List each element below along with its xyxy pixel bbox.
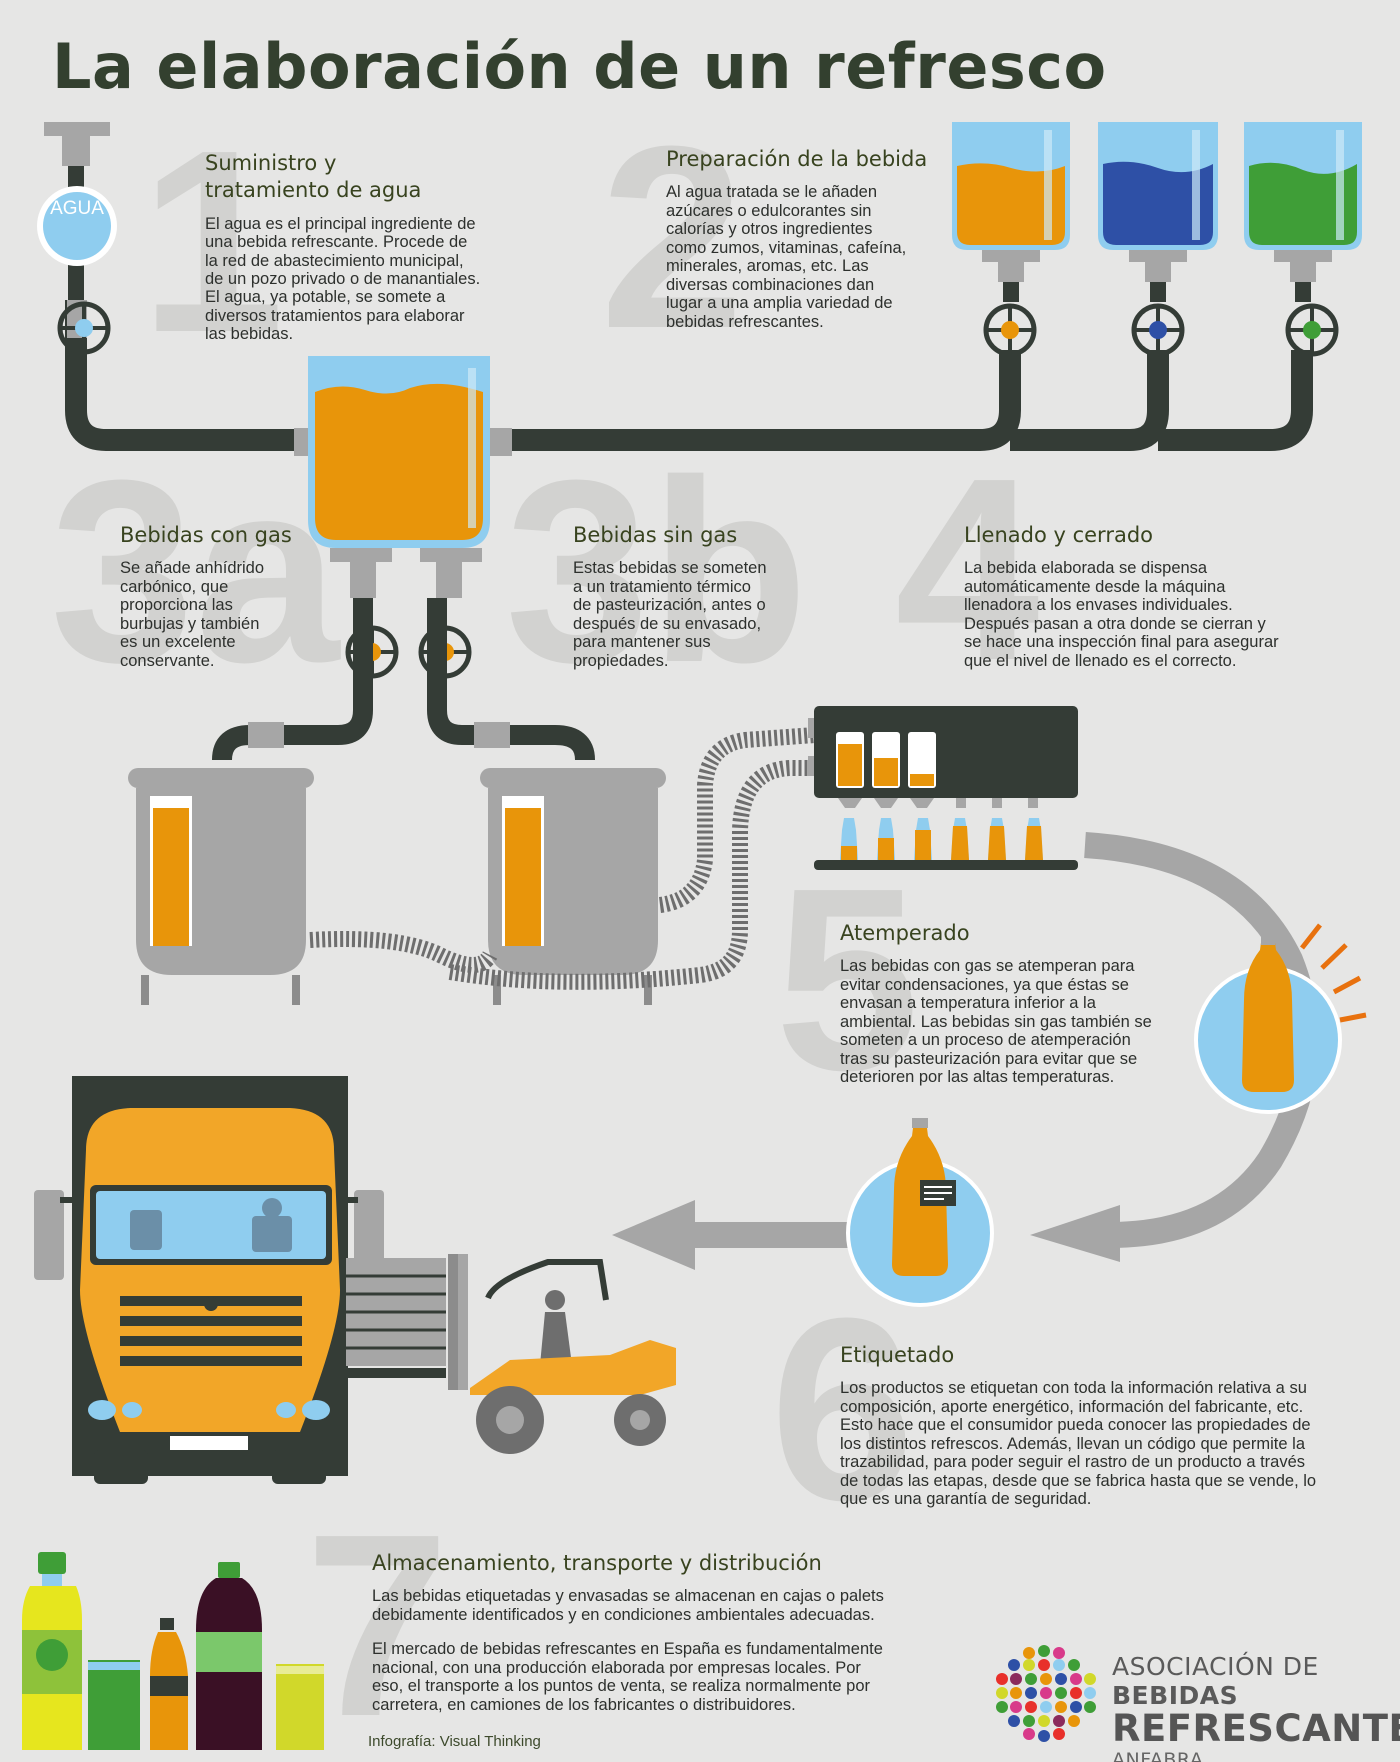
step-7-title: Almacenamiento, transporte y distribució… bbox=[372, 1551, 822, 1575]
step-3b: Bebidas sin gas Estas bebidas se someten… bbox=[573, 522, 813, 670]
step-number-5: 5 bbox=[775, 835, 920, 1125]
filling-machine bbox=[808, 706, 1078, 870]
water-supply-pipe bbox=[44, 122, 1313, 451]
step-1: Suministro y tratamiento de agua El agua… bbox=[205, 150, 505, 344]
hopper-blue bbox=[1098, 122, 1218, 357]
hopper-green bbox=[1244, 122, 1362, 357]
hopper-orange bbox=[952, 122, 1070, 357]
step-1-title: Suministro y tratamiento de agua bbox=[205, 151, 422, 203]
step-6: Etiquetado Los productos se etiquetan co… bbox=[840, 1342, 1360, 1509]
logo-line-3: ANFABRA bbox=[1112, 1748, 1204, 1762]
step-5-text: Las bebidas con gas se atemperan para ev… bbox=[840, 957, 1152, 1087]
water-valve-icon bbox=[57, 300, 111, 355]
step-3a-title: Bebidas con gas bbox=[120, 523, 292, 547]
logo-line-1b: BEBIDAS bbox=[1112, 1681, 1239, 1710]
step-2-title: Preparación de la bebida bbox=[666, 147, 928, 171]
step-7-text-2: El mercado de bebidas refrescantes en Es… bbox=[372, 1640, 883, 1714]
step-3b-title: Bebidas sin gas bbox=[573, 523, 738, 547]
step-number-3b: 3b bbox=[505, 427, 809, 717]
step-3b-text: Estas bebidas se someten a un tratamient… bbox=[573, 559, 767, 670]
step-6-text: Los productos se etiquetan con toda la i… bbox=[840, 1379, 1317, 1509]
step-number-1: 1 bbox=[140, 97, 285, 387]
logo-line-2: REFRESCANTES bbox=[1112, 1707, 1400, 1750]
step-number-4: 4 bbox=[895, 425, 1040, 715]
labelled-bottle-icon bbox=[846, 1118, 994, 1307]
step-number-6: 6 bbox=[770, 1265, 915, 1555]
credit-text: Infografía: Visual Thinking bbox=[368, 1733, 541, 1750]
step-number-7: 7 bbox=[305, 1481, 450, 1762]
step-7-text: Las bebidas etiquetadas y envasadas se a… bbox=[372, 1587, 884, 1624]
step-7: Almacenamiento, transporte y distribució… bbox=[372, 1550, 932, 1714]
step-4-text: La bebida elaborada se dispensa automáti… bbox=[964, 559, 1279, 670]
carbonation-tank bbox=[128, 768, 314, 1005]
step-1-text: El agua es el principal ingrediente de u… bbox=[205, 214, 481, 344]
logo-line-1a: ASOCIACIÓN DE bbox=[1112, 1652, 1319, 1681]
step-6-title: Etiquetado bbox=[840, 1343, 955, 1367]
step-3a: Bebidas con gas Se añade anhídrido carbó… bbox=[120, 522, 320, 670]
page-title: La elaboración de un refresco bbox=[52, 30, 1107, 103]
product-range-bottles bbox=[22, 1552, 324, 1750]
anfabra-logo-icon bbox=[996, 1645, 1096, 1742]
step-5: Atemperado Las bebidas con gas se atempe… bbox=[840, 920, 1180, 1087]
step-3a-text: Se añade anhídrido carbónico, que propor… bbox=[120, 559, 265, 670]
step-4: Llenado y cerrado La bebida elaborada se… bbox=[964, 522, 1304, 670]
flex-hoses bbox=[309, 727, 816, 990]
pasteurization-tank bbox=[480, 768, 666, 1005]
delivery-truck bbox=[34, 1076, 384, 1484]
forklift bbox=[346, 1254, 676, 1454]
logo-line-1: ASOCIACIÓN DE BEBIDAS bbox=[1112, 1652, 1400, 1710]
tempering-bottle-icon bbox=[1194, 923, 1367, 1114]
mixing-tank bbox=[212, 356, 595, 761]
step-5-title: Atemperado bbox=[840, 921, 970, 945]
agua-label: AGUA bbox=[50, 198, 104, 219]
step-4-title: Llenado y cerrado bbox=[964, 523, 1153, 547]
step-2: Preparación de la bebida Al agua tratada… bbox=[666, 146, 936, 331]
step-number-2: 2 bbox=[600, 93, 745, 383]
step-number-3a: 3a bbox=[50, 427, 340, 717]
step-2-text: Al agua tratada se le añaden azúcares o … bbox=[666, 183, 907, 331]
agua-meter-icon bbox=[37, 186, 117, 266]
anfabra-logo-text: ASOCIACIÓN DE BEBIDAS REFRESCANTES ANFAB… bbox=[1112, 1652, 1400, 1762]
